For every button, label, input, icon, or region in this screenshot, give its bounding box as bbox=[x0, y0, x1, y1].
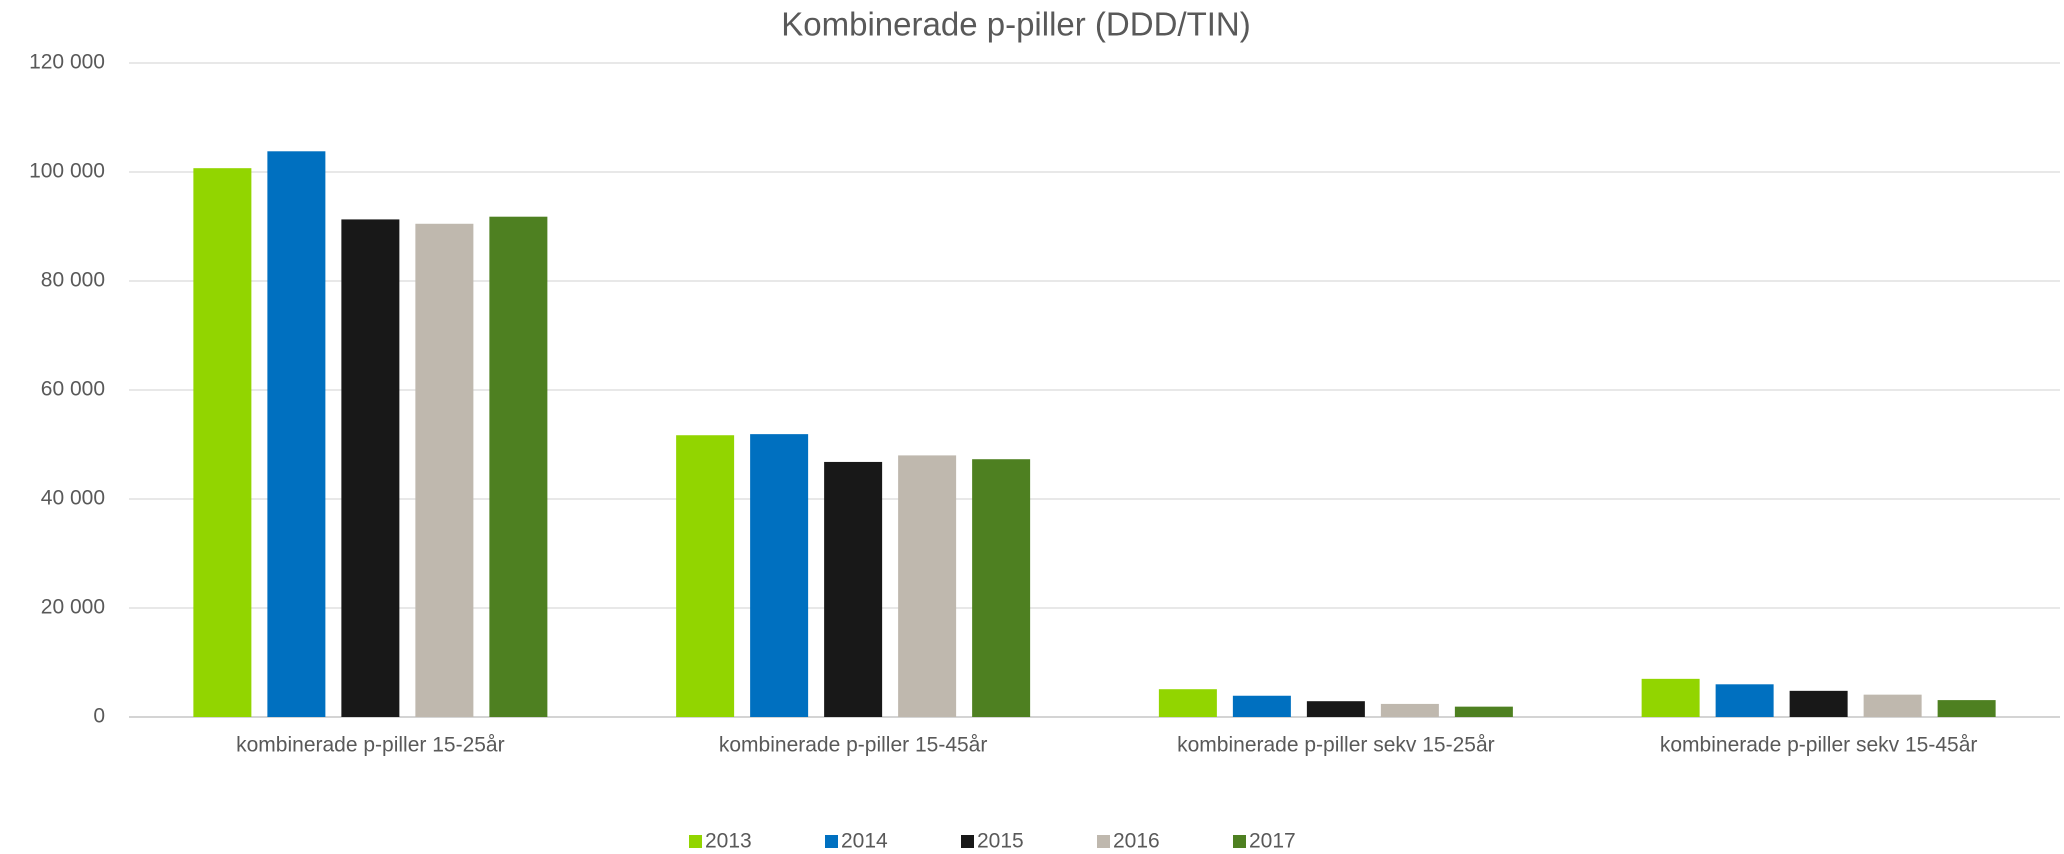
x-tick-label: kombinerade p-piller 15-25år bbox=[236, 734, 504, 757]
bar bbox=[1454, 706, 1513, 717]
bar bbox=[1863, 694, 1922, 717]
legend-swatch bbox=[689, 835, 702, 848]
bar bbox=[1158, 689, 1217, 717]
bar bbox=[193, 168, 252, 717]
legend-label: 2015 bbox=[977, 830, 1024, 853]
legend-swatch bbox=[961, 835, 974, 848]
bar bbox=[267, 151, 326, 718]
legend-swatch bbox=[1233, 835, 1246, 848]
x-tick-label: kombinerade p-piller sekv 15-45år bbox=[1660, 734, 1978, 757]
legend-swatch bbox=[825, 835, 838, 848]
legend-label: 2014 bbox=[841, 830, 888, 853]
y-tick-label: 0 bbox=[93, 705, 105, 728]
bar bbox=[1380, 703, 1439, 717]
bar bbox=[1789, 690, 1848, 717]
legend-label: 2017 bbox=[1249, 830, 1296, 853]
bar bbox=[972, 459, 1031, 717]
x-tick-label: kombinerade p-piller sekv 15-25år bbox=[1177, 734, 1495, 757]
bar bbox=[1715, 684, 1774, 717]
bar bbox=[898, 455, 957, 717]
legend-label: 2013 bbox=[705, 830, 752, 853]
y-tick-label: 20 000 bbox=[41, 596, 105, 619]
legend-label: 2016 bbox=[1113, 830, 1160, 853]
bar bbox=[750, 434, 809, 717]
bar bbox=[824, 461, 883, 717]
y-tick-label: 40 000 bbox=[41, 487, 105, 510]
bar bbox=[1937, 700, 1996, 717]
bar bbox=[1232, 695, 1291, 717]
y-tick-label: 100 000 bbox=[29, 160, 105, 183]
bar bbox=[489, 216, 548, 717]
legend-swatch bbox=[1097, 835, 1110, 848]
bar bbox=[415, 223, 474, 717]
y-tick-label: 120 000 bbox=[29, 51, 105, 74]
bar bbox=[341, 219, 400, 718]
x-tick-label: kombinerade p-piller 15-45år bbox=[719, 734, 987, 757]
y-tick-label: 80 000 bbox=[41, 269, 105, 292]
bar bbox=[676, 435, 735, 717]
y-tick-label: 60 000 bbox=[41, 378, 105, 401]
bar bbox=[1641, 678, 1700, 717]
chart-title: Kombinerade p-piller (DDD/TIN) bbox=[781, 6, 1250, 43]
bar bbox=[1306, 701, 1365, 717]
